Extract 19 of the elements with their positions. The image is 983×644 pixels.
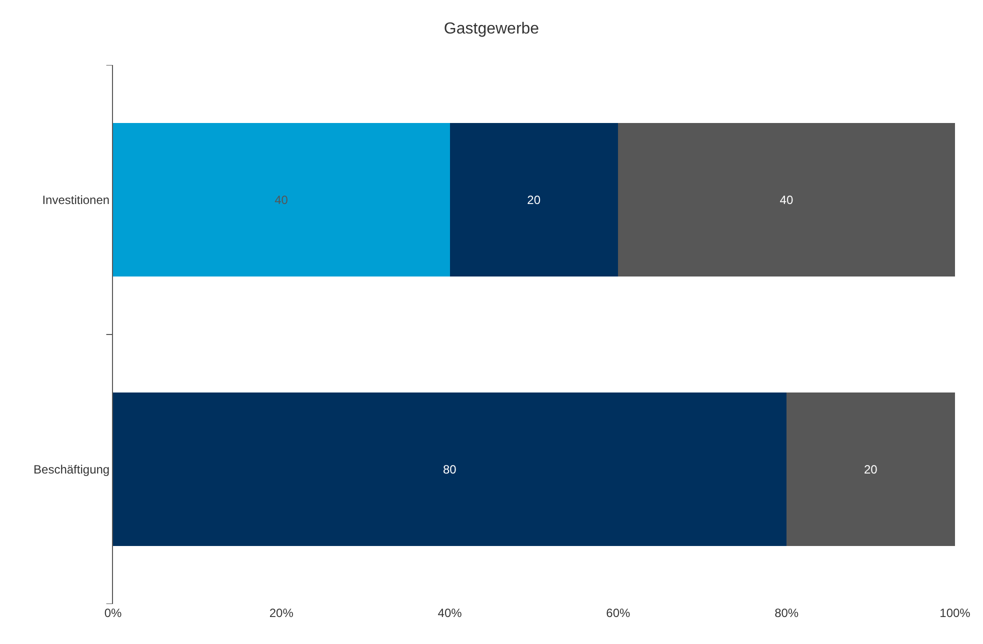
- bar: [786, 392, 955, 546]
- bar: [618, 122, 955, 277]
- x-tick-label: 100%: [940, 606, 971, 620]
- x-tick-label: 0%: [104, 606, 122, 620]
- x-tick-label: 60%: [606, 606, 631, 620]
- data-label: 20: [527, 192, 541, 207]
- bar: [113, 122, 450, 277]
- y-tick-label: Beschäftigung: [34, 462, 110, 476]
- bar: [450, 122, 618, 277]
- x-tick-label: 20%: [269, 606, 294, 620]
- chart-title: Gastgewerbe: [444, 20, 540, 38]
- x-tick-label: 40%: [438, 606, 462, 620]
- data-label: 40: [274, 192, 288, 207]
- bar: [113, 392, 787, 546]
- x-tick-label: 80%: [774, 606, 799, 620]
- data-label: 40: [780, 192, 794, 207]
- data-label: 20: [864, 462, 878, 476]
- y-tick-label: Investitionen: [42, 192, 110, 207]
- data-label: 80: [442, 462, 457, 476]
